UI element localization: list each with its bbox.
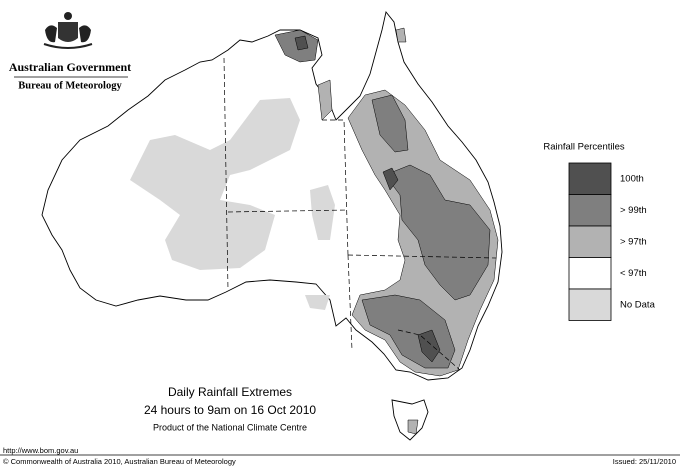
legend-swatch xyxy=(568,225,612,258)
legend-label: 100th xyxy=(620,173,644,184)
australia xyxy=(41,10,503,441)
caption-period: 24 hours to 9am on 16 Oct 2010 xyxy=(144,403,316,417)
legend-swatch xyxy=(568,162,612,195)
legend-label: < 97th xyxy=(620,268,647,279)
percentile-100-regions xyxy=(294,35,441,363)
no-data-regions xyxy=(130,98,335,310)
header-title: Australian Government xyxy=(9,60,131,74)
crest xyxy=(43,12,93,49)
state-borders xyxy=(223,57,497,371)
legend-swatch xyxy=(568,257,612,290)
legend-title: Rainfall Percentiles xyxy=(543,142,625,153)
legend-label: No Data xyxy=(620,299,656,310)
legend-swatch xyxy=(568,288,612,321)
caption-title: Daily Rainfall Extremes xyxy=(168,385,292,399)
caption-product: Product of the National Climate Centre xyxy=(153,422,307,432)
legend-label: > 99th xyxy=(620,205,647,216)
legend: 100th > 99th > 97th < 97th No Data xyxy=(568,162,656,321)
footer-url: http://www.bom.gov.au xyxy=(3,446,78,455)
header-subtitle: Bureau of Meteorology xyxy=(18,80,122,91)
footer-copyright: © Commonwealth of Australia 2010, Austra… xyxy=(3,457,236,466)
footer-issued: Issued: 25/11/2010 xyxy=(613,457,676,466)
legend-swatch xyxy=(568,194,612,227)
legend-label: > 97th xyxy=(620,236,647,247)
